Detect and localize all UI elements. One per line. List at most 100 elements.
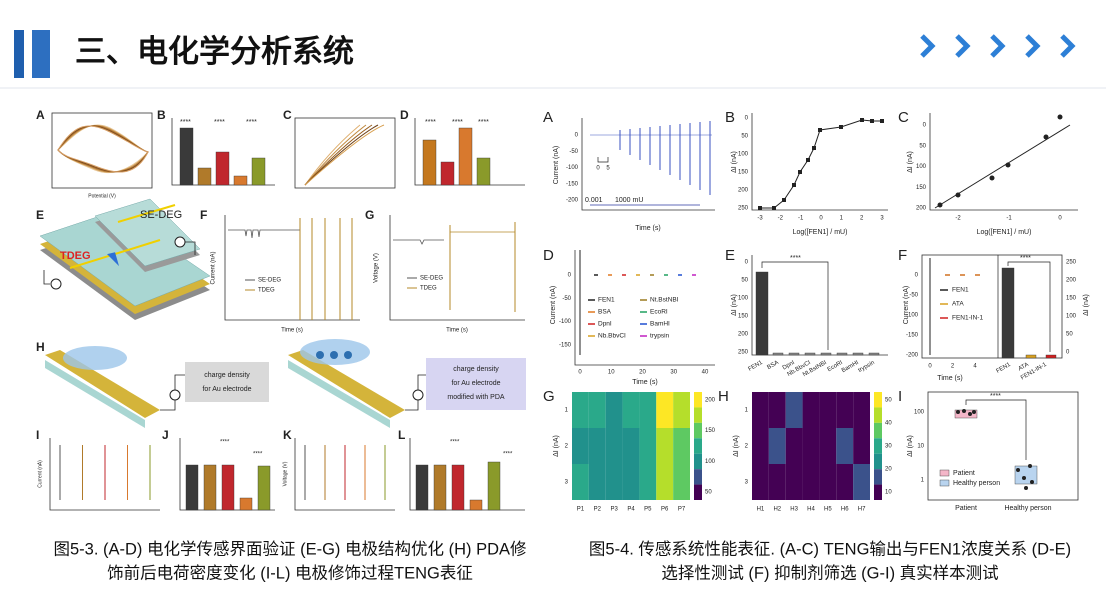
- tick-label: H3: [790, 507, 798, 513]
- colorbar-segment: [874, 422, 882, 439]
- label: Current (nA): [37, 460, 43, 488]
- heatmap-cell: [752, 428, 769, 464]
- tick-label: DpnI: [782, 360, 796, 372]
- label: ΔI (nA): [907, 151, 914, 173]
- tick-label: H7: [858, 507, 866, 513]
- tick-label: 1: [745, 408, 749, 414]
- bar: [487, 461, 501, 511]
- info-box: [426, 358, 526, 410]
- panel-label: K: [283, 428, 292, 442]
- tick-label: -200: [906, 353, 919, 359]
- chevron: [920, 34, 936, 58]
- tick-label: P2: [594, 507, 602, 513]
- tick-label: 2: [951, 364, 955, 370]
- heatmap-cell: [853, 428, 870, 464]
- bar: [451, 464, 465, 511]
- heatmap-cell: [819, 428, 837, 464]
- label: Log([FEN1] / mU): [793, 229, 848, 236]
- heatmap-cell: [768, 464, 786, 500]
- label: Time (s): [632, 379, 657, 386]
- tick-label: -100: [559, 319, 572, 325]
- charge-cloud: [63, 346, 127, 370]
- bar: [215, 151, 230, 186]
- panel-label: D: [543, 247, 554, 264]
- tick-label: 0: [915, 273, 919, 279]
- data-point: [1016, 468, 1020, 472]
- label: ****: [450, 440, 460, 446]
- tick-label: 200: [738, 332, 749, 338]
- tick-label: P5: [644, 507, 652, 513]
- tick-label: 10: [608, 370, 615, 376]
- ammeter: [169, 389, 181, 401]
- label: TDEG: [60, 250, 91, 262]
- bar: [433, 464, 447, 511]
- impedance-curve: [304, 124, 385, 186]
- heatmap-cell: [639, 464, 657, 500]
- panel-label: E: [725, 247, 735, 264]
- tick-label: 0: [568, 273, 572, 279]
- tick-label: 100: [916, 164, 927, 170]
- tick-label: 150: [738, 314, 749, 320]
- label: ****: [1020, 255, 1031, 262]
- tick-label: -150: [906, 333, 919, 339]
- tick-label: P3: [610, 507, 618, 513]
- tick-label: 100: [738, 152, 749, 158]
- colorbar-segment: [694, 469, 702, 485]
- bar: [836, 352, 848, 356]
- tick-label: -50: [909, 293, 918, 299]
- heatmap-cell: [639, 392, 657, 428]
- heatmap-cell: [572, 428, 589, 464]
- heatmap-cell: [622, 464, 640, 500]
- label: Nb.BbvCI: [598, 333, 626, 340]
- tick-label: H1: [757, 507, 765, 513]
- header-bar: [14, 30, 24, 78]
- plot-axes: [294, 438, 395, 511]
- tick-label: 0: [575, 133, 579, 139]
- label: for Au electrode: [451, 380, 500, 387]
- tick-label: 3: [880, 216, 884, 222]
- tick-label: 50: [919, 143, 926, 149]
- panel-label: L: [398, 428, 405, 442]
- heatmap-cell: [785, 392, 803, 428]
- heatmap-cell: [656, 392, 674, 428]
- data-point: [955, 192, 961, 198]
- bar: [458, 127, 473, 186]
- label: BamHI: [650, 321, 670, 328]
- label: ΔI (nA): [907, 435, 914, 457]
- tick-label: 1: [921, 478, 925, 484]
- bar: [197, 167, 212, 186]
- tick-label: H2: [773, 507, 781, 513]
- plot-frame: [921, 254, 1063, 359]
- label: Potential (V): [88, 193, 116, 199]
- label: Log([FEN1] / mU): [977, 229, 1032, 236]
- label: charge density: [204, 372, 250, 379]
- tick-label: 1: [565, 408, 569, 414]
- tick-label: -1: [1006, 216, 1012, 222]
- heatmap-cell: [802, 392, 820, 428]
- data-point: [1024, 486, 1028, 490]
- electrode-layer: [45, 360, 145, 428]
- label: ****: [253, 452, 263, 458]
- tick-label: 200: [738, 188, 749, 194]
- tick-label: 4: [973, 364, 977, 370]
- heatmap-cell: [572, 464, 589, 500]
- heatmap-cell: [656, 428, 674, 464]
- arrow: [107, 252, 120, 267]
- box-plot: [1014, 465, 1038, 485]
- electrode-layer: [288, 360, 390, 428]
- label: ****: [452, 119, 463, 126]
- tick-label: Healthy person: [1004, 505, 1051, 512]
- label: SE-DEG: [420, 276, 443, 282]
- data-point: [798, 170, 802, 174]
- heatmap-cell: [673, 428, 690, 464]
- panel-label: I: [36, 428, 39, 442]
- bar: [755, 271, 769, 356]
- tick-label: 30: [885, 444, 892, 450]
- tick-label: 50: [1066, 332, 1073, 338]
- plot-axes: [751, 113, 888, 211]
- plot-axes: [581, 118, 715, 211]
- electrode-strip: [117, 204, 176, 223]
- data-point: [818, 128, 822, 132]
- heatmap-cell: [605, 392, 623, 428]
